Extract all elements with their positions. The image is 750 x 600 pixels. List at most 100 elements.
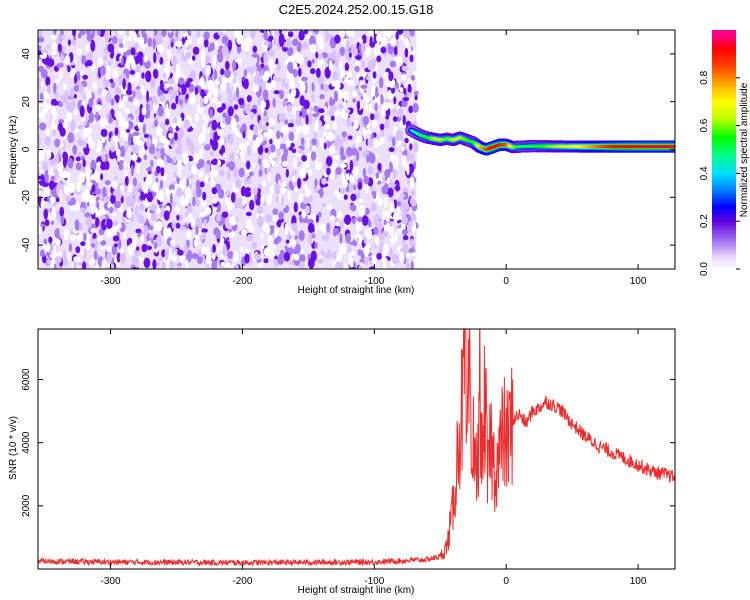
noise-speckle xyxy=(111,35,118,45)
noise-speckle xyxy=(342,137,348,143)
colorbar-tick-label: 0.6 xyxy=(699,118,710,132)
noise-speckle xyxy=(305,33,311,40)
noise-speckle xyxy=(290,55,295,61)
noise-speckle xyxy=(167,52,173,60)
noise-speckle xyxy=(367,165,374,175)
noise-speckle xyxy=(115,110,122,120)
noise-speckle xyxy=(312,113,319,118)
noise-speckle xyxy=(235,187,239,194)
noise-speckle xyxy=(342,263,349,269)
noise-speckle xyxy=(153,119,159,127)
noise-speckle xyxy=(379,123,385,131)
noise-speckle xyxy=(384,71,390,80)
noise-speckle xyxy=(161,208,165,216)
noise-speckle xyxy=(390,154,395,163)
noise-speckle xyxy=(200,89,206,98)
noise-speckle xyxy=(263,40,270,46)
noise-speckle xyxy=(183,244,189,255)
noise-speckle xyxy=(38,36,45,43)
noise-speckle xyxy=(268,58,274,70)
noise-speckle xyxy=(307,218,314,225)
noise-speckle xyxy=(346,79,354,86)
noise-speckle xyxy=(177,264,181,269)
noise-speckle xyxy=(38,59,41,66)
noise-speckle xyxy=(325,32,329,43)
noise-speckle xyxy=(352,166,359,177)
noise-speckle xyxy=(339,187,346,195)
noise-speckle xyxy=(409,143,413,151)
noise-speckle xyxy=(262,115,270,123)
noise-speckle xyxy=(161,30,167,38)
snr-panel: -300 -200 -100 0 100 2000 4000 6000 Height of … xyxy=(8,328,676,596)
noise-speckle xyxy=(291,175,296,183)
noise-speckle xyxy=(371,84,376,94)
noise-speckle xyxy=(249,199,255,211)
noise-speckle xyxy=(72,30,77,37)
noise-speckle xyxy=(355,190,361,201)
noise-speckle xyxy=(141,243,148,253)
noise-speckle xyxy=(184,81,191,88)
noise-speckle xyxy=(284,119,289,125)
noise-speckle xyxy=(402,97,410,102)
noise-speckle xyxy=(234,263,239,269)
noise-speckle xyxy=(328,108,335,118)
noise-speckle xyxy=(50,123,58,130)
noise-speckle xyxy=(252,45,258,53)
noise-speckle xyxy=(232,77,237,84)
noise-speckle xyxy=(185,93,189,100)
noise-speckle xyxy=(298,30,305,41)
noise-speckle xyxy=(308,233,313,244)
noise-speckle xyxy=(263,70,270,81)
noise-speckle xyxy=(373,213,381,224)
spectrogram-y-axis-label: Frequency (Hz) xyxy=(8,116,19,185)
noise-speckle xyxy=(227,169,231,181)
noise-speckle xyxy=(40,199,44,210)
noise-speckle xyxy=(178,77,185,85)
noise-speckle xyxy=(262,89,269,101)
spectrogram-signal-track xyxy=(405,124,675,156)
noise-speckle xyxy=(209,138,214,147)
noise-speckle xyxy=(106,246,111,253)
noise-speckle xyxy=(303,30,309,35)
noise-speckle xyxy=(103,196,111,202)
noise-speckle xyxy=(278,33,285,45)
noise-speckle xyxy=(233,104,239,110)
noise-speckle xyxy=(320,249,324,257)
noise-speckle xyxy=(353,184,357,191)
noise-speckle xyxy=(274,30,279,37)
noise-speckle xyxy=(404,163,410,172)
noise-speckle xyxy=(148,225,155,231)
noise-speckle xyxy=(51,117,55,126)
noise-speckle xyxy=(108,131,112,139)
noise-speckle xyxy=(338,103,344,109)
noise-speckle xyxy=(89,236,94,244)
noise-speckle xyxy=(326,167,331,176)
noise-speckle xyxy=(220,68,225,76)
noise-speckle xyxy=(206,64,211,77)
noise-speckle xyxy=(170,239,176,246)
noise-speckle xyxy=(283,251,291,262)
spectrogram-x-tick-label: -200 xyxy=(232,276,252,287)
noise-speckle xyxy=(116,148,121,158)
noise-speckle xyxy=(109,206,114,214)
noise-speckle xyxy=(106,218,113,229)
noise-speckle xyxy=(337,51,342,58)
noise-speckle xyxy=(305,205,311,215)
noise-speckle xyxy=(70,119,76,132)
noise-speckle xyxy=(393,96,397,105)
noise-speckle xyxy=(50,175,56,182)
noise-speckle xyxy=(348,52,352,58)
noise-speckle xyxy=(365,75,371,80)
noise-speckle xyxy=(90,228,97,233)
noise-speckle xyxy=(410,176,415,189)
noise-speckle xyxy=(118,48,125,53)
noise-speckle xyxy=(270,66,274,76)
noise-speckle xyxy=(211,170,218,178)
noise-speckle xyxy=(317,60,322,69)
noise-speckle xyxy=(336,134,341,144)
noise-speckle xyxy=(46,44,51,49)
noise-speckle xyxy=(60,214,65,225)
noise-speckle xyxy=(340,163,347,168)
noise-speckle xyxy=(145,103,150,110)
noise-speckle xyxy=(334,261,342,269)
